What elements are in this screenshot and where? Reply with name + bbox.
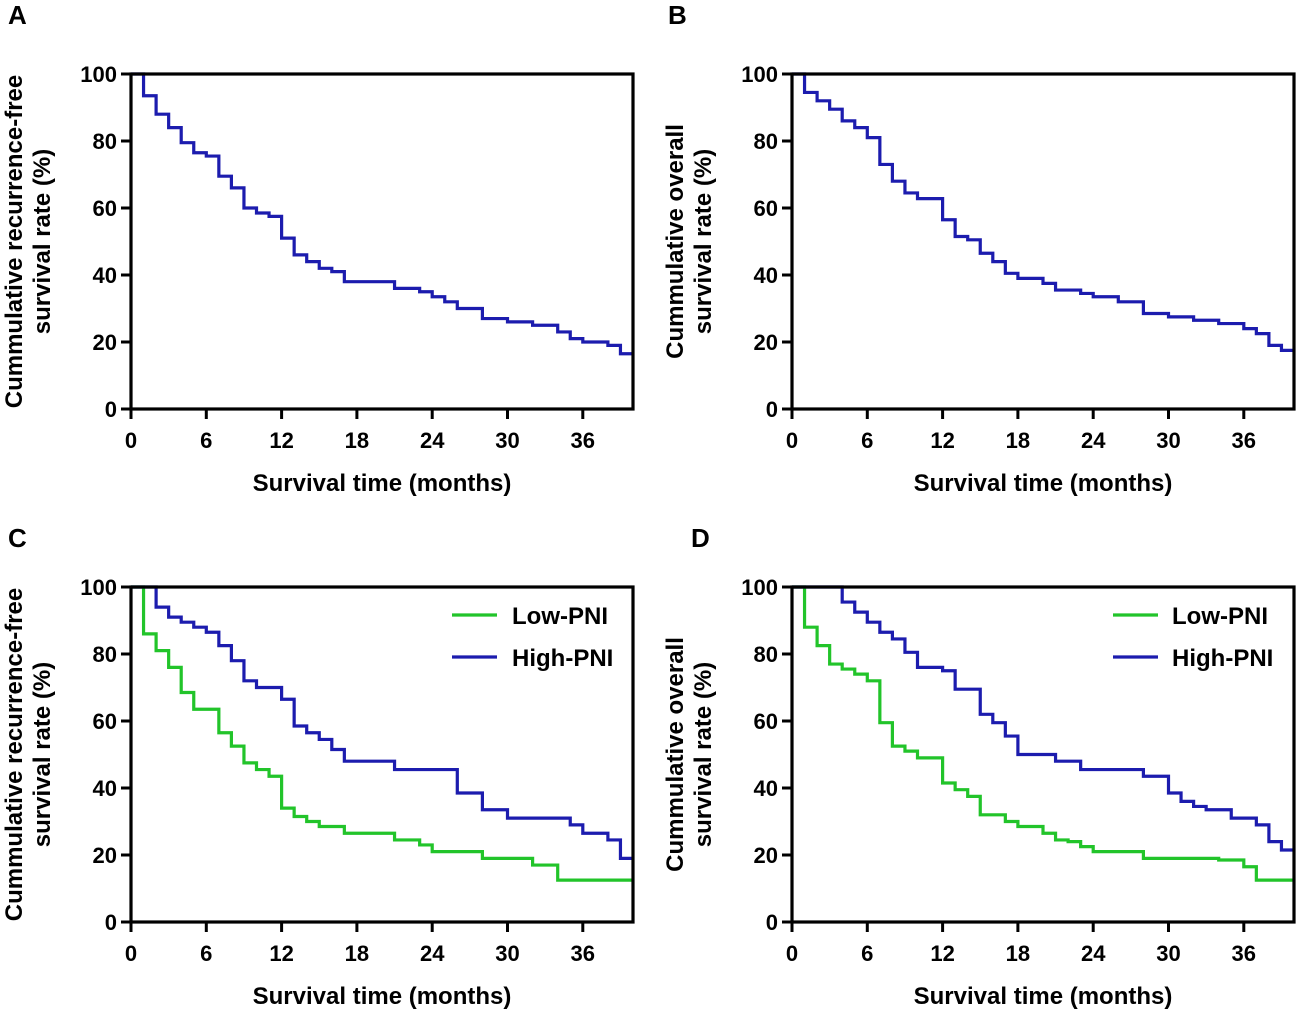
y-tick-label: 0 — [105, 397, 117, 422]
y-tick-label: 0 — [105, 910, 117, 935]
x-tick-label: 0 — [125, 941, 137, 966]
x-tick-label: 18 — [345, 428, 369, 453]
y-tick-label: 20 — [93, 330, 117, 355]
y-tick-label: 80 — [754, 642, 778, 667]
x-tick-label: 24 — [420, 941, 445, 966]
series-line-all-patients — [792, 72, 1294, 352]
x-tick-label: 36 — [571, 941, 595, 966]
x-tick-label: 36 — [1232, 941, 1256, 966]
y-tick-label: 100 — [741, 62, 778, 87]
y-axis-title-line: survival rate (%) — [690, 662, 717, 847]
y-axis-title-line: Cummulative overall — [662, 637, 689, 872]
km-chart-d: 0 20 40 60 80 100 0 6 12 18 24 30 36 Survival time (m… — [662, 575, 1296, 1010]
series-line-high-pni — [792, 585, 1294, 852]
x-tick-label: 24 — [420, 428, 445, 453]
legend-label-high-pni: High-PNI — [1172, 645, 1273, 672]
y-tick-label: 20 — [93, 843, 117, 868]
y-tick-label: 0 — [766, 397, 778, 422]
y-tick-label: 60 — [754, 196, 778, 221]
y-tick-label: 80 — [754, 129, 778, 154]
x-tick-label: 30 — [495, 941, 519, 966]
x-tick-label: 30 — [495, 428, 519, 453]
km-chart-a: 0 20 40 60 80 100 0 6 12 18 24 30 36 Survival time (m… — [1, 62, 635, 497]
y-tick-label: 0 — [766, 910, 778, 935]
y-tick-label: 80 — [93, 642, 117, 667]
y-tick-label: 60 — [93, 709, 117, 734]
panel-label-d: D — [691, 523, 710, 553]
y-tick-label: 60 — [93, 196, 117, 221]
x-axis-title: Survival time (months) — [253, 983, 512, 1010]
plot-frame — [129, 585, 635, 924]
series-line-all-patients — [131, 72, 633, 356]
y-tick-label: 100 — [80, 62, 117, 87]
x-tick-label: 24 — [1081, 428, 1106, 453]
panel-b: B 0 20 40 60 80 100 0 6 12 18 24 30 36 Survival time … — [662, 0, 1296, 497]
y-axis-title-line: Cummulative recurrence-free — [1, 588, 28, 921]
panel-c: C 0 20 40 60 80 100 0 6 12 18 24 30 36 Survival time … — [1, 523, 635, 1010]
x-tick-label: 24 — [1081, 941, 1106, 966]
km-chart-c: 0 20 40 60 80 100 0 6 12 18 24 30 36 Survival time (m… — [1, 575, 635, 1010]
y-axis-title-line: survival rate (%) — [29, 149, 56, 334]
y-tick-label: 100 — [80, 575, 117, 600]
x-tick-label: 36 — [1232, 428, 1256, 453]
x-tick-label: 6 — [200, 941, 212, 966]
panel-label-b: B — [668, 0, 687, 30]
x-tick-label: 12 — [269, 941, 293, 966]
y-tick-label: 80 — [93, 129, 117, 154]
plot-frame — [790, 585, 1296, 924]
legend-label-high-pni: High-PNI — [512, 645, 613, 672]
series-line-low-pni — [792, 585, 1294, 882]
legend-label-low-pni: Low-PNI — [512, 603, 608, 630]
x-tick-label: 18 — [345, 941, 369, 966]
y-tick-label: 100 — [741, 575, 778, 600]
x-tick-label: 36 — [571, 428, 595, 453]
panel-label-c: C — [8, 523, 27, 553]
x-tick-label: 12 — [269, 428, 293, 453]
series-line-low-pni — [131, 585, 633, 882]
panel-label-a: A — [8, 0, 27, 30]
x-tick-label: 6 — [200, 428, 212, 453]
x-tick-label: 18 — [1006, 428, 1030, 453]
x-tick-label: 0 — [786, 428, 798, 453]
panel-d: D 0 20 40 60 80 100 0 6 12 18 24 30 36 Survival time … — [662, 523, 1296, 1010]
y-tick-label: 20 — [754, 330, 778, 355]
x-axis-title: Survival time (months) — [914, 470, 1173, 497]
x-tick-label: 0 — [786, 941, 798, 966]
y-tick-label: 20 — [754, 843, 778, 868]
panel-a: A 0 20 40 60 80 100 0 6 12 18 24 30 36 Survival time … — [1, 0, 635, 497]
plot-frame — [129, 72, 635, 411]
x-axis-title: Survival time (months) — [914, 983, 1173, 1010]
x-tick-label: 30 — [1156, 941, 1180, 966]
y-tick-label: 40 — [93, 776, 117, 801]
y-axis-title-line: Cummulative recurrence-free — [1, 75, 28, 408]
x-tick-label: 30 — [1156, 428, 1180, 453]
y-tick-label: 40 — [754, 263, 778, 288]
y-tick-label: 40 — [754, 776, 778, 801]
y-tick-label: 60 — [754, 709, 778, 734]
x-tick-label: 12 — [930, 428, 954, 453]
x-tick-label: 12 — [930, 941, 954, 966]
plot-frame — [790, 72, 1296, 411]
x-axis-title: Survival time (months) — [253, 470, 512, 497]
legend-label-low-pni: Low-PNI — [1172, 603, 1268, 630]
x-tick-label: 0 — [125, 428, 137, 453]
x-tick-label: 6 — [861, 941, 873, 966]
km-chart-b: 0 20 40 60 80 100 0 6 12 18 24 30 36 Survival time (m… — [662, 62, 1296, 497]
y-tick-label: 40 — [93, 263, 117, 288]
y-axis-title-line: survival rate (%) — [29, 662, 56, 847]
x-tick-label: 6 — [861, 428, 873, 453]
x-tick-label: 18 — [1006, 941, 1030, 966]
series-line-high-pni — [131, 585, 633, 860]
y-axis-title-line: Cummulative overall — [662, 124, 689, 359]
y-axis-title-line: survival rate (%) — [690, 149, 717, 334]
